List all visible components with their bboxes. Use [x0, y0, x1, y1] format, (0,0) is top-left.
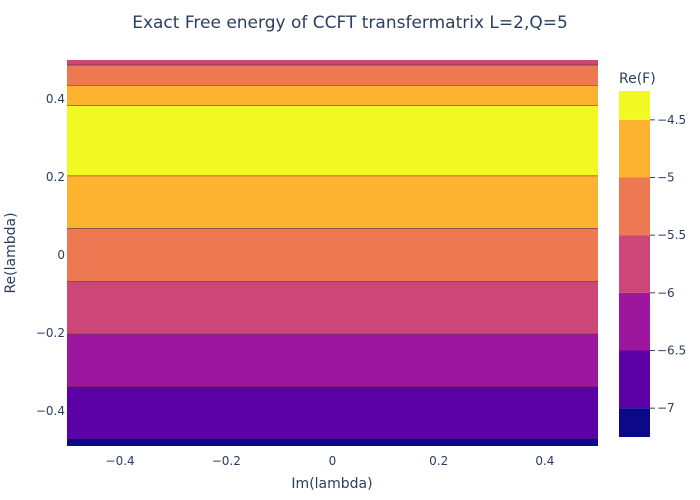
- colorbar-segment-2: [619, 292, 650, 351]
- y-axis-ticks: −0.4 −0.2 0 0.2 0.4: [36, 92, 65, 418]
- y-axis-title: Re(lambda): [3, 212, 19, 293]
- contour-band-6: [67, 105, 598, 176]
- colorbar-segment-6: [619, 91, 650, 120]
- colorbar-segment-3: [619, 235, 650, 293]
- chart-title: Exact Free energy of CCFT transfermatrix…: [132, 13, 568, 33]
- y-tick-label: 0: [57, 248, 65, 262]
- contour-band-3: [67, 281, 598, 335]
- y-tick-label: 0.2: [46, 170, 65, 184]
- colorbar-ticks: −7 −6.5 −6 −5.5 −5 −4.5: [650, 113, 686, 415]
- colorbar: [619, 91, 650, 437]
- y-tick-label: −0.2: [36, 326, 65, 340]
- contour-band-9: [67, 60, 598, 66]
- x-axis-ticks: −0.4 −0.2 0 0.2 0.4: [106, 454, 555, 468]
- colorbar-tick-label: −5: [657, 171, 675, 185]
- colorbar-segment-5: [619, 119, 650, 178]
- x-tick-label: 0.4: [535, 454, 554, 468]
- colorbar-tick-label: −7: [657, 401, 675, 415]
- colorbar-segment-0: [619, 408, 650, 437]
- contour-band-7: [67, 85, 598, 106]
- y-tick-label: −0.4: [36, 404, 65, 418]
- y-tick-label: 0.4: [46, 92, 65, 106]
- x-tick-label: 0: [329, 454, 337, 468]
- contour-band-0: [67, 438, 598, 446]
- colorbar-segment-4: [619, 177, 650, 236]
- colorbar-title: Re(F): [619, 71, 656, 87]
- x-tick-label: −0.4: [106, 454, 135, 468]
- plot-area[interactable]: [67, 60, 598, 446]
- colorbar-tick-label: −6: [657, 286, 675, 300]
- colorbar-segment-1: [619, 350, 650, 409]
- x-tick-label: −0.2: [212, 454, 241, 468]
- contour-band-8: [67, 65, 598, 86]
- contour-band-5: [67, 175, 598, 229]
- contour-band-1: [67, 386, 598, 439]
- contour-band-4: [67, 228, 598, 282]
- x-axis-title: Im(lambda): [291, 476, 372, 492]
- colorbar-tick-label: −4.5: [657, 113, 686, 127]
- contour-band-2: [67, 334, 598, 387]
- colorbar-tick-label: −5.5: [657, 228, 686, 242]
- x-tick-label: 0.2: [429, 454, 448, 468]
- colorbar-tick-label: −6.5: [657, 344, 686, 358]
